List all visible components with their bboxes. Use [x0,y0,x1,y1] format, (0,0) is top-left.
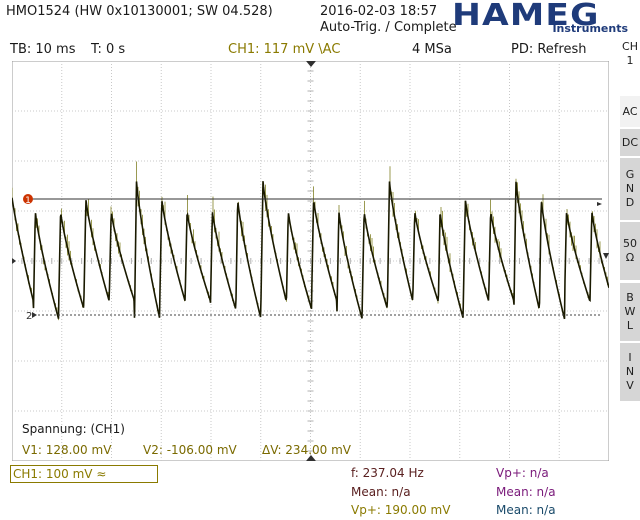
coupling-button-label: B W L [624,291,636,332]
trigger-level-marker[interactable] [603,253,609,259]
trigger-status: Auto-Trig. / Complete [320,20,457,35]
cursor-1-marker[interactable] [23,194,33,204]
trigger-time-readout[interactable]: T: 0 s [91,42,126,57]
trigger-position-marker-bottom [306,455,316,461]
cursor-v2: V2: -106.00 mV [143,443,238,457]
channel-label-text: CH 1 [622,40,638,67]
coupling-button-50-ohm[interactable]: 50 Ω [620,222,640,281]
graticule [12,61,609,461]
meas-vp-plus-2: Vp+: n/a [496,466,549,480]
meas-mean-2: Mean: n/a [496,485,556,499]
cursor-2-arrow [32,312,37,318]
coupling-button-dc[interactable]: DC [620,129,640,157]
meas-frequency: f: 237.04 Hz [351,466,424,480]
meas-mean-1: Mean: n/a [351,485,411,499]
cursor-v1: V1: 128.00 mV [22,443,112,457]
coupling-button-label: G N D [625,168,635,209]
coupling-button-gnd[interactable]: G N D [620,158,640,221]
cursor-dv: ΔV: 234.00 mV [262,443,352,457]
meas-mean-3: Mean: n/a [496,503,556,517]
brand-sub: Instruments [552,22,628,35]
brand-logo: HAMEG Instruments [452,0,634,36]
scope-screen[interactable]: 1 2 1 Spannung: (CH1) V1: 128.00 mV V2: … [12,61,609,461]
coupling-button-bwl[interactable]: B W L [620,283,640,342]
cursor-2-label: 2 [26,311,32,322]
ch1-scale: CH1: 100 mV ≈ [13,467,107,481]
cursor-1-label: 1 [25,196,31,206]
datetime: 2016-02-03 18:57 [320,4,438,19]
coupling-button-label: AC [622,104,638,118]
device-info: HMO1524 (HW 0x10130001; SW 04.528) [6,4,273,19]
pd-mode-readout[interactable]: PD: Refresh [511,42,587,57]
brand-name: HAMEG [452,0,600,33]
coupling-button-ac[interactable]: AC [620,96,640,128]
coupling-button-label: DC [621,135,639,149]
meas-vp-plus-1: Vp+: 190.00 mV [351,503,451,517]
ch1-scale-box[interactable]: CH1: 100 mV ≈ [10,465,158,483]
coupling-button-inv[interactable]: I N V [620,343,640,402]
coupling-button-label: I N V [625,351,635,392]
coupling-button-label: 50 Ω [623,237,637,264]
cursor-1-right-arrow [597,202,602,206]
channel-label: CH 1 [620,40,640,93]
ch1-ground-arrow [12,258,16,264]
cursor-measurement-box: Spannung: (CH1) V1: 128.00 mV V2: -106.0… [22,422,352,457]
sample-rate-readout: 4 MSa [412,42,452,57]
trigger-position-marker[interactable] [306,61,316,67]
info-bar: TB: 10 ms T: 0 s CH1: 117 mV \AC 4 MSa P… [0,40,612,60]
timebase-readout[interactable]: TB: 10 ms [10,42,76,57]
cursor-box-title: Spannung: (CH1) [22,422,125,436]
ch1-trigger-readout[interactable]: CH1: 117 mV \AC [228,42,341,57]
ch1-waveform [12,161,609,321]
